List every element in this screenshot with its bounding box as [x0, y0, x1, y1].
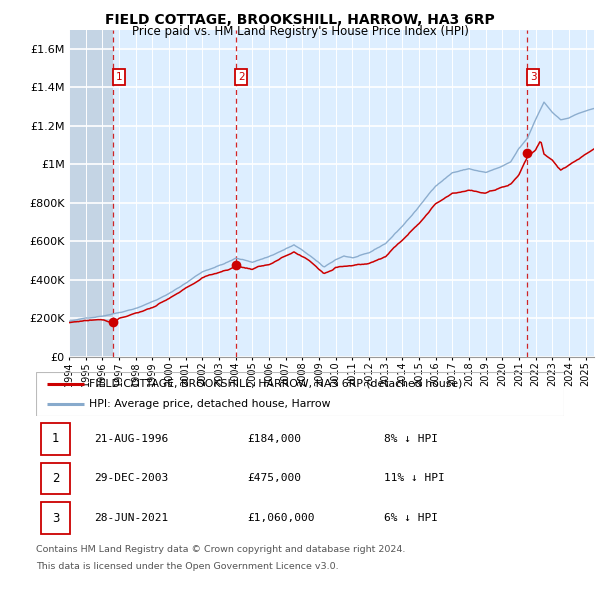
Text: FIELD COTTAGE, BROOKSHILL, HARROW, HA3 6RP (detached house): FIELD COTTAGE, BROOKSHILL, HARROW, HA3 6…	[89, 379, 462, 389]
Text: 2: 2	[52, 472, 59, 485]
FancyBboxPatch shape	[41, 424, 70, 454]
FancyBboxPatch shape	[41, 463, 70, 494]
Text: 3: 3	[530, 72, 536, 82]
Text: 1: 1	[115, 72, 122, 82]
Bar	[69, 30, 113, 357]
Text: 3: 3	[52, 512, 59, 525]
Text: This data is licensed under the Open Government Licence v3.0.: This data is licensed under the Open Gov…	[36, 562, 338, 571]
Text: 8% ↓ HPI: 8% ↓ HPI	[385, 434, 439, 444]
Text: 6% ↓ HPI: 6% ↓ HPI	[385, 513, 439, 523]
Text: £184,000: £184,000	[247, 434, 301, 444]
Text: £1,060,000: £1,060,000	[247, 513, 315, 523]
Text: 28-JUN-2021: 28-JUN-2021	[94, 513, 169, 523]
Text: 1: 1	[52, 432, 59, 445]
Text: HPI: Average price, detached house, Harrow: HPI: Average price, detached house, Harr…	[89, 399, 331, 409]
Text: £475,000: £475,000	[247, 474, 301, 483]
Bar	[69, 30, 113, 357]
Text: 29-DEC-2003: 29-DEC-2003	[94, 474, 169, 483]
Text: Contains HM Land Registry data © Crown copyright and database right 2024.: Contains HM Land Registry data © Crown c…	[36, 545, 406, 554]
Text: Price paid vs. HM Land Registry's House Price Index (HPI): Price paid vs. HM Land Registry's House …	[131, 25, 469, 38]
Text: FIELD COTTAGE, BROOKSHILL, HARROW, HA3 6RP: FIELD COTTAGE, BROOKSHILL, HARROW, HA3 6…	[105, 13, 495, 27]
Text: 21-AUG-1996: 21-AUG-1996	[94, 434, 169, 444]
Text: 2: 2	[238, 72, 245, 82]
FancyBboxPatch shape	[41, 503, 70, 533]
Text: 11% ↓ HPI: 11% ↓ HPI	[385, 474, 445, 483]
